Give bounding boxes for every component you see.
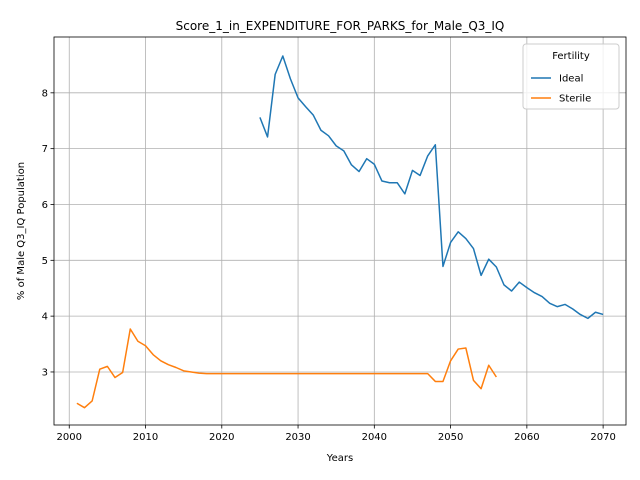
x-axis-label: Years: [326, 453, 353, 464]
y-tick-label: 8: [42, 88, 48, 99]
y-tick-label: 7: [42, 144, 48, 155]
x-tick-label: 2050: [438, 432, 463, 443]
x-tick-label: 2000: [57, 432, 82, 443]
legend-items: Ideal Sterile: [531, 74, 591, 105]
legend-label-ideal: Ideal: [559, 74, 583, 85]
x-axis: 2000 2010 2020 2030 2040 2050 2060 2070: [57, 425, 616, 443]
x-tick-label: 2020: [209, 432, 234, 443]
x-tick-label: 2010: [133, 432, 158, 443]
chart-title: Score_1_in_EXPENDITURE_FOR_PARKS_for_Mal…: [176, 19, 505, 33]
y-tick-label: 4: [42, 312, 48, 323]
legend-label-sterile: Sterile: [559, 94, 591, 105]
y-axis: 3 4 5 6 7 8: [42, 88, 54, 378]
y-tick-label: 5: [42, 256, 48, 267]
y-axis-label: % of Male Q3_IQ Population: [16, 162, 27, 300]
legend-box: [522, 43, 620, 110]
series-layer: [76, 55, 604, 409]
plot-frame: [53, 36, 627, 426]
series-line-sterile: [76, 328, 497, 409]
legend-title: Fertility: [552, 51, 590, 62]
y-tick-label: 3: [42, 367, 48, 378]
x-tick-label: 2030: [285, 432, 310, 443]
x-tick-label: 2070: [590, 432, 615, 443]
series-line-ideal: [259, 55, 604, 320]
legend: Fertility Ideal Sterile: [522, 43, 620, 110]
x-tick-label: 2040: [362, 432, 387, 443]
y-tick-label: 6: [42, 200, 48, 211]
x-tick-label: 2060: [514, 432, 539, 443]
